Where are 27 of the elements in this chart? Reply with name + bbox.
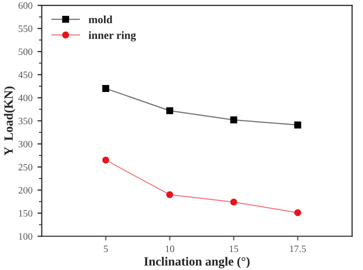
y-tick-label: 400 — [18, 94, 32, 102]
y-tick-label: 200 — [18, 186, 32, 194]
point — [102, 156, 110, 164]
y-tick-label: 250 — [18, 164, 32, 170]
x-axis-title: Inclination angle (°) — [144, 256, 250, 268]
x-tick-label: 10 — [166, 246, 174, 252]
y-tick-label: 300 — [18, 140, 32, 148]
legend-label: inner ring — [88, 31, 136, 42]
point — [102, 85, 110, 92]
y-tick-label: 450 — [18, 72, 32, 78]
x-tick-label: 17.5 — [290, 246, 306, 252]
point — [166, 107, 174, 114]
y-axis-title: Y Load(KN) — [4, 86, 16, 156]
x-tick-label: 15 — [230, 246, 238, 252]
y-tick-label: 550 — [18, 25, 32, 32]
point — [230, 116, 238, 124]
y-tick-label: 100 — [18, 233, 32, 240]
point — [166, 191, 174, 198]
y-tick-label: 350 — [18, 118, 32, 124]
point — [294, 122, 302, 128]
point — [294, 209, 302, 216]
legend-label: mold — [88, 15, 112, 24]
y-tick-label: 600 — [18, 2, 32, 9]
y-tick-label: 500 — [18, 48, 32, 56]
x-tick-label: 5 — [104, 246, 108, 252]
point — [230, 198, 238, 206]
y-tick-label: 150 — [18, 210, 32, 217]
